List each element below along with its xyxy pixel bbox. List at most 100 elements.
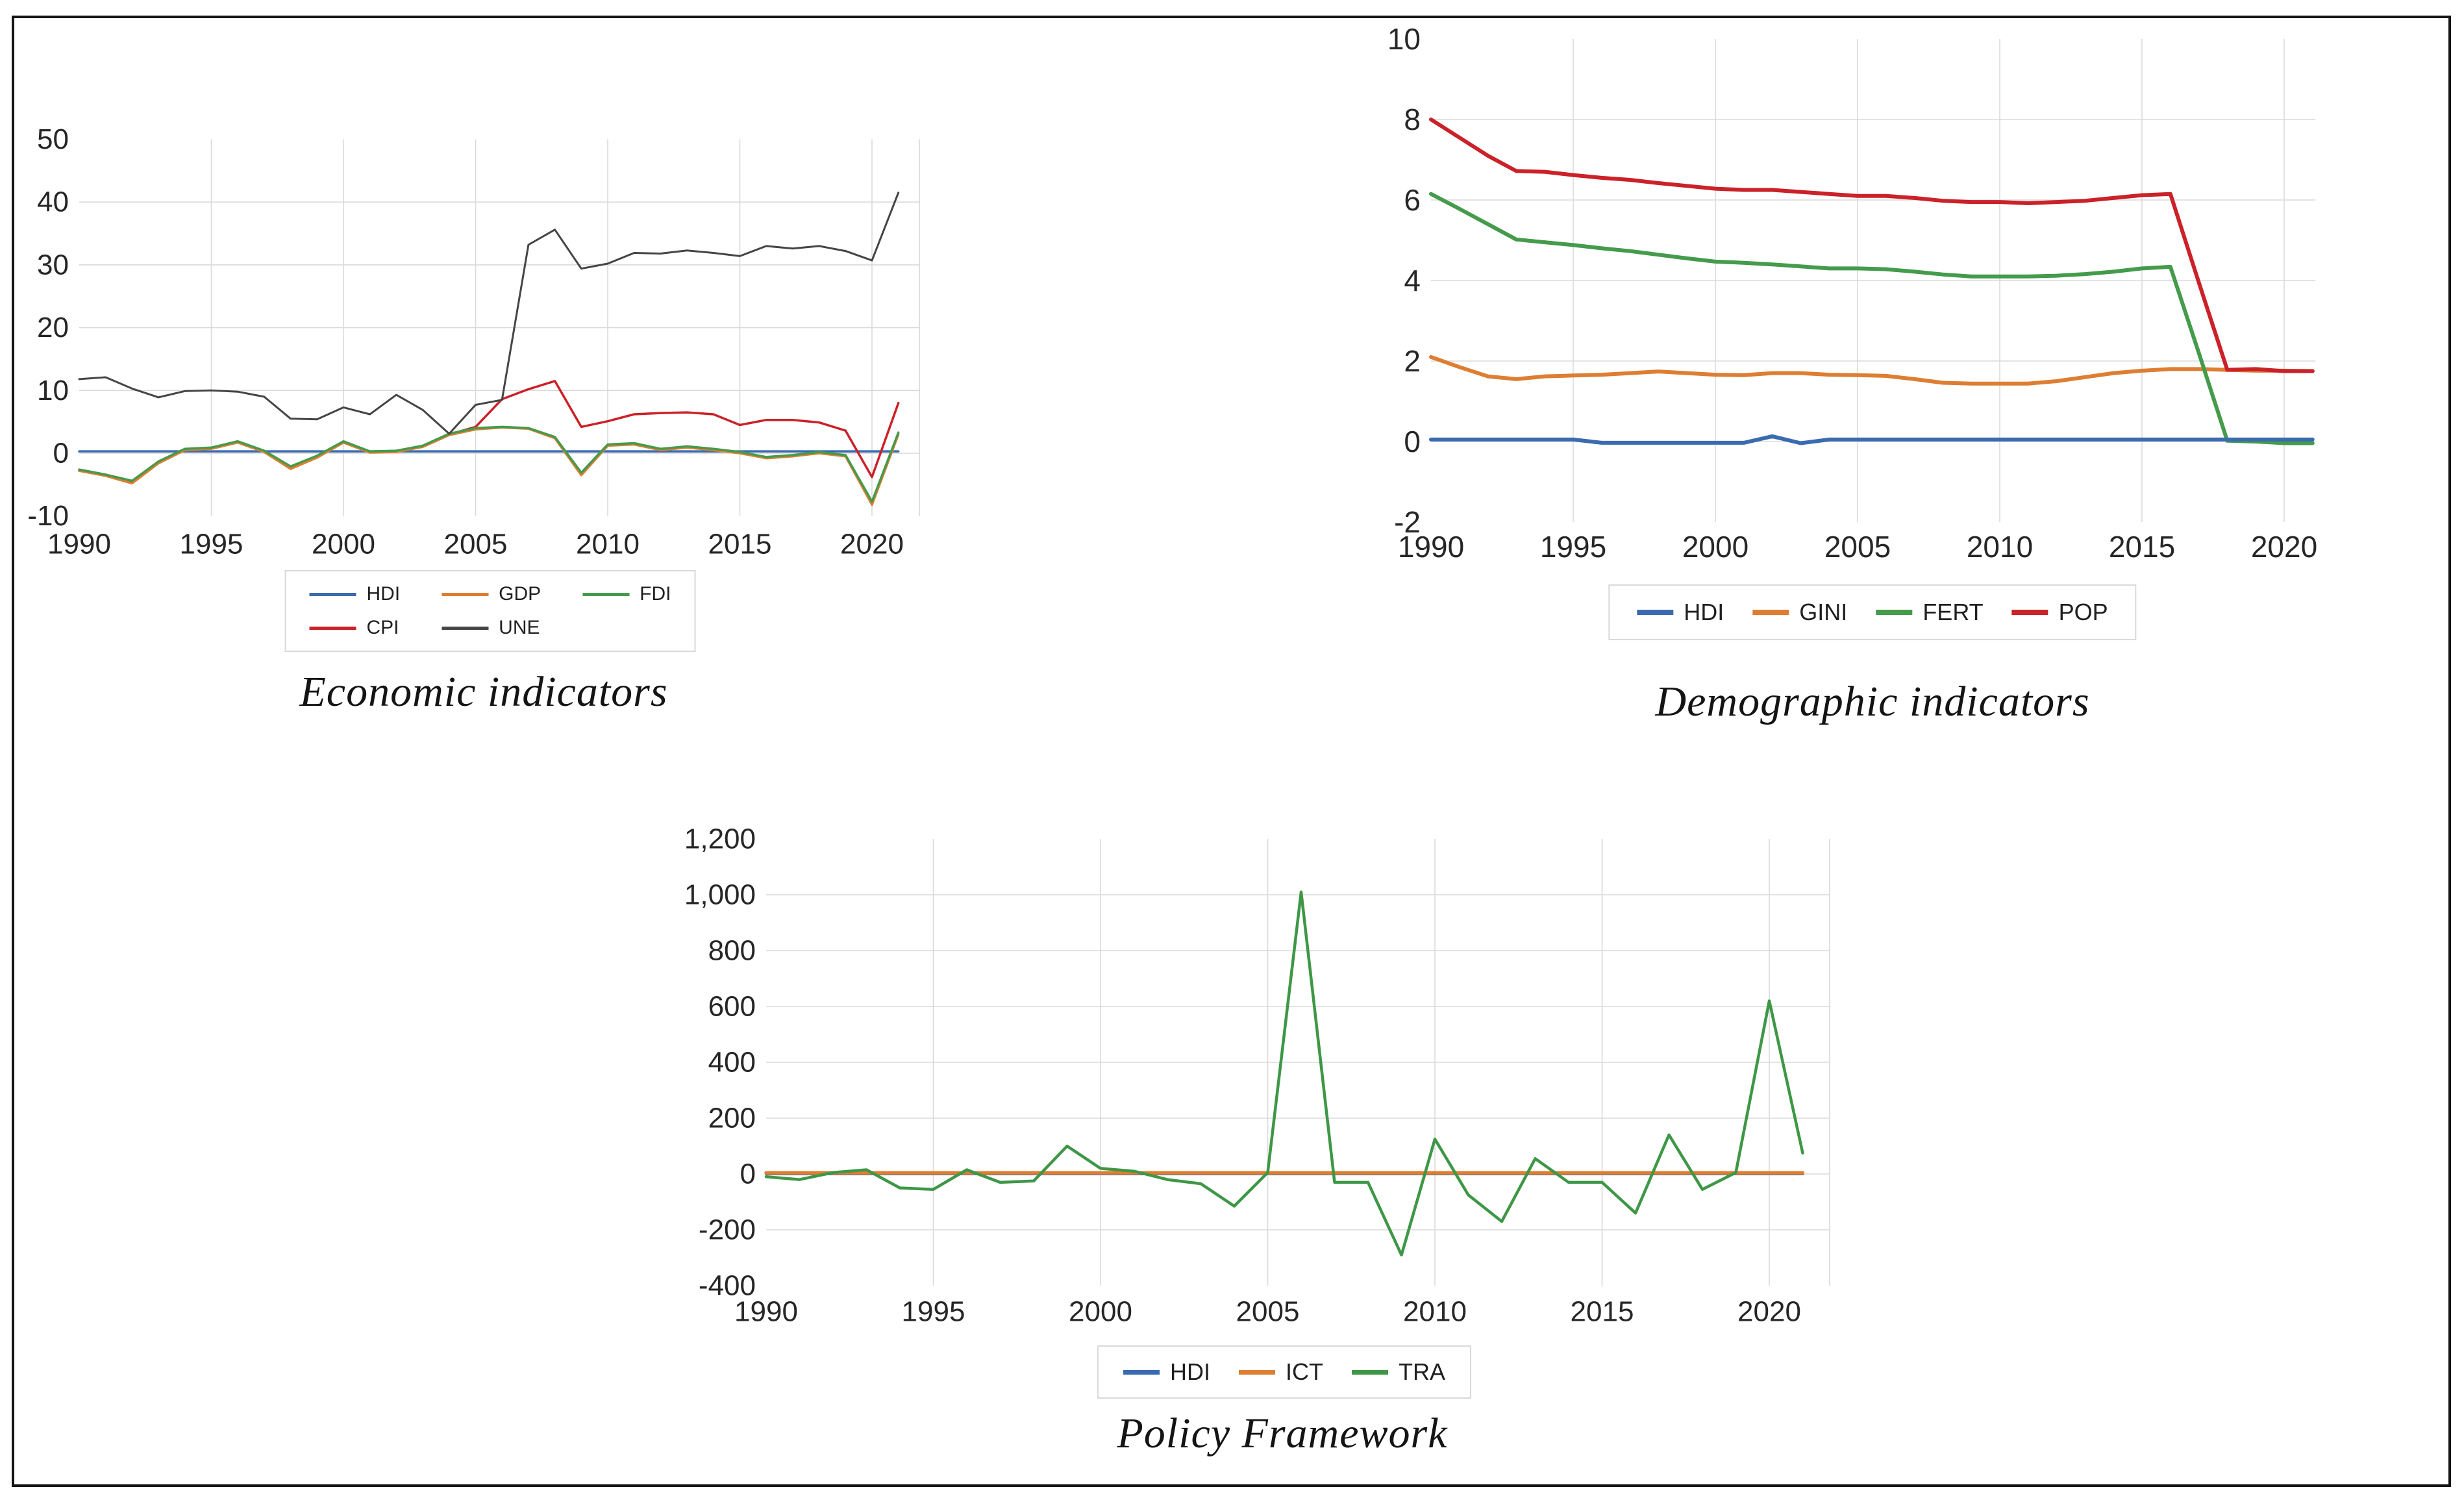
legend-swatch-GINI [1752,610,1789,615]
legend-swatch-FERT [1876,610,1913,615]
y-axis-tick-label: 30 [37,249,69,281]
x-axis-tick-label: 2015 [2109,530,2175,564]
legend-swatch-UNE [442,626,489,630]
y-axis-tick-label: 0 [1404,425,1421,458]
x-axis-tick-label: 1990 [1398,530,1464,564]
legend-swatch-GDP [442,592,489,596]
series-line-FDI [78,425,900,503]
legend-swatch-FDI [582,592,630,596]
y-axis-tick-label: 50 [37,123,69,155]
legend-item-GDP: GDP [442,583,541,605]
x-axis-tick-label: 1995 [902,1296,965,1328]
legend-label-UNE: UNE [499,617,540,638]
demographic-chart: -2 0 2 4 6 8 10 1990 1995 2000 2005 2010 2015 2020 [1388,22,2317,564]
legend-label-HDI: HDI [1170,1358,1210,1385]
x-axis-tick-label: 2005 [1824,530,1891,564]
y-axis-tick-label: 6 [1404,183,1421,217]
series-line-UNE [78,192,900,435]
legend-label-HDI: HDI [1684,599,1724,625]
series-line-FERT [1429,192,2315,445]
x-axis-tick-label: 2010 [1403,1296,1467,1328]
y-axis-tick-label: 0 [53,438,69,469]
y-axis-tick-label: 200 [708,1103,756,1134]
x-axis-tick-label: 2015 [708,529,772,560]
y-axis-tick-label: 10 [1388,22,1421,56]
legend-label-ICT: ICT [1286,1358,1323,1385]
y-axis-tick-label: 10 [37,375,69,406]
series-line-HDI [1429,434,2315,445]
policy-chart-title: Policy Framework [1117,1410,1448,1457]
y-axis-tick-label: 800 [708,935,756,967]
economic-legend: HDI GDP FDI CPI UNE [284,570,696,652]
legend-label-HDI: HDI [366,583,401,605]
x-axis-tick-label: 2010 [576,529,640,560]
economic-chart: -10 0 10 20 30 40 50 1990 1995 2000 2005 2010 2015 20… [27,123,921,560]
x-axis-tick-label: 2000 [1069,1296,1132,1328]
series-line-TRA [764,890,1804,1256]
x-axis-tick-label: 1990 [47,529,111,560]
legend-item-FDI: FDI [582,583,671,605]
x-axis-tick-label: 1990 [734,1296,798,1328]
series-line-CPI [78,380,900,484]
legend-swatch-ICT [1239,1369,1275,1375]
y-axis-tick-label: 0 [740,1158,756,1190]
x-axis-tick-label: 2015 [1571,1296,1634,1328]
y-axis-tick-label: 20 [37,312,69,343]
y-axis-tick-label: 1,200 [684,823,756,855]
series-line-POP [1429,118,2315,373]
demographic-legend: HDI GINI FERT POP [1608,584,2137,640]
legend-label-GDP: GDP [499,583,541,605]
legend-label-GINI: GINI [1799,599,1848,625]
legend-label-FERT: FERT [1923,599,1984,625]
series-line-GINI [1429,355,2315,386]
legend-swatch-HDI [309,592,356,596]
x-axis-tick-label: 2000 [312,529,375,560]
legend-item-HDI: HDI [1123,1358,1210,1386]
x-axis-tick-label: 2020 [2251,530,2317,564]
legend-label-FDI: FDI [640,583,671,605]
legend-swatch-CPI [309,626,356,630]
y-axis-tick-label: -200 [699,1214,756,1246]
legend-item-CPI: CPI [309,617,400,639]
legend-item-HDI: HDI [1637,599,1724,626]
x-axis-tick-label: 2020 [1737,1296,1801,1328]
legend-item-HDI: HDI [309,583,400,605]
x-axis-tick-label: 2020 [840,529,904,560]
legend-item-UNE: UNE [442,617,541,639]
x-axis-tick-label: 2010 [1967,530,2033,564]
x-axis-tick-label: 1995 [180,529,243,560]
legend-swatch-HDI [1123,1369,1160,1375]
figure-border [12,16,2451,1487]
y-axis-tick-label: -2 [1394,505,1421,539]
economic-chart-title: Economic indicators [299,668,668,716]
y-axis-tick-label: 600 [708,991,756,1023]
x-axis-tick-label: 1995 [1540,530,1606,564]
demographic-chart-title: Demographic indicators [1655,678,2090,725]
legend-swatch-TRA [1352,1369,1388,1375]
y-axis-tick-label: -10 [27,500,69,532]
x-axis-tick-label: 2005 [1236,1296,1300,1328]
series-line-GDP [78,426,900,506]
y-axis-tick-label: 8 [1404,103,1421,136]
y-axis-tick-label: 1,000 [684,879,756,911]
legend-label-TRA: TRA [1399,1358,1445,1385]
legend-swatch-POP [2011,610,2048,615]
legend-swatch-HDI [1637,610,1674,615]
policy-legend: HDI ICT TRA [1097,1345,1471,1399]
y-axis-tick-label: 4 [1404,264,1421,297]
legend-item-POP: POP [2011,599,2108,626]
legend-item-TRA: TRA [1352,1358,1445,1386]
legend-label-POP: POP [2058,599,2108,625]
legend-label-CPI: CPI [366,617,399,638]
legend-item-ICT: ICT [1239,1358,1323,1386]
y-axis-tick-label: 400 [708,1047,756,1079]
y-axis-tick-label: 40 [37,186,69,218]
legend-item-FERT: FERT [1876,599,1984,626]
y-axis-tick-label: -400 [699,1270,756,1302]
y-axis-tick-label: 2 [1404,344,1421,378]
policy-chart: -400 -200 0 200 400 600 800 1,000 1,200 1990 1995 2… [684,823,1830,1328]
x-axis-tick-label: 2000 [1682,530,1748,564]
x-axis-tick-label: 2005 [444,529,508,560]
